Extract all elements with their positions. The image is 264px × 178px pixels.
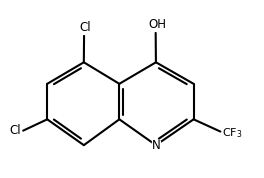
Text: Cl: Cl (79, 21, 91, 34)
Text: Cl: Cl (9, 124, 21, 137)
Bar (152, 142, 160, 149)
Text: CF$_3$: CF$_3$ (222, 126, 243, 140)
Text: N: N (152, 139, 160, 152)
Text: OH: OH (149, 18, 167, 31)
